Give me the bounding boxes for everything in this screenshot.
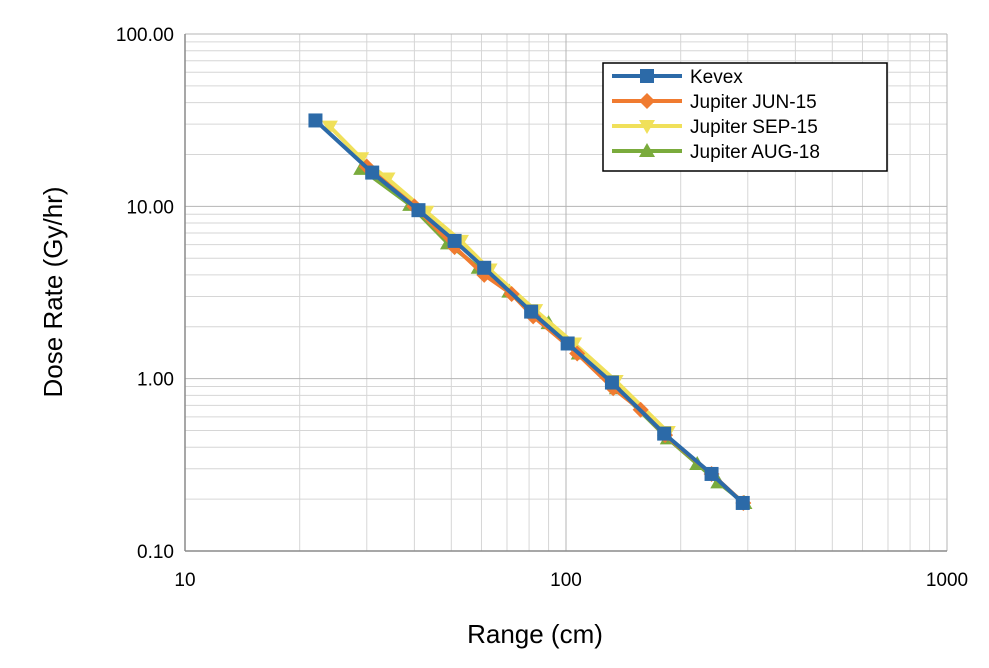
legend-item: Jupiter JUN-15	[612, 92, 817, 113]
series-layer	[308, 113, 753, 511]
legend-item: Jupiter SEP-15	[612, 117, 818, 138]
data-point	[704, 466, 719, 481]
axes	[184, 34, 947, 552]
legend-marker	[639, 143, 655, 157]
legend-label: Jupiter SEP-15	[690, 117, 818, 138]
legend-item: Jupiter AUG-18	[612, 142, 820, 163]
data-point	[657, 426, 672, 441]
legend-marker	[639, 120, 655, 134]
data-point	[447, 233, 462, 248]
x-tick-label: 100	[550, 570, 582, 591]
legend-marker	[639, 93, 655, 109]
data-point	[308, 113, 323, 128]
x-tick-label: 1000	[926, 570, 968, 591]
data-point	[411, 203, 426, 218]
legend-label: Jupiter JUN-15	[690, 92, 817, 113]
legend: Kevex Jupiter JUN-15 Jupiter SEP-15 Jupiter…	[602, 62, 888, 172]
data-point	[353, 152, 370, 167]
data-point	[365, 165, 380, 180]
data-point	[321, 120, 338, 135]
data-point	[379, 172, 396, 187]
y-tick-label: 0.10	[137, 542, 174, 563]
legend-label: Jupiter AUG-18	[690, 142, 820, 163]
y-tick-label: 10.00	[126, 197, 174, 218]
data-point	[604, 375, 619, 390]
y-tick-label: 1.00	[137, 370, 174, 391]
data-point	[560, 336, 575, 351]
x-tick-label: 10	[174, 570, 195, 591]
series-kevex	[308, 113, 750, 510]
data-point	[477, 260, 492, 275]
x-axis-title: Range (cm)	[467, 619, 603, 649]
data-point	[524, 304, 539, 319]
legend-label: Kevex	[690, 67, 743, 88]
legend-marker	[640, 69, 654, 83]
y-axis-title: Dose Rate (Gy/hr)	[38, 187, 68, 398]
legend-item: Kevex	[612, 67, 743, 88]
data-point	[735, 495, 750, 510]
y-tick-label: 100.00	[116, 25, 174, 46]
